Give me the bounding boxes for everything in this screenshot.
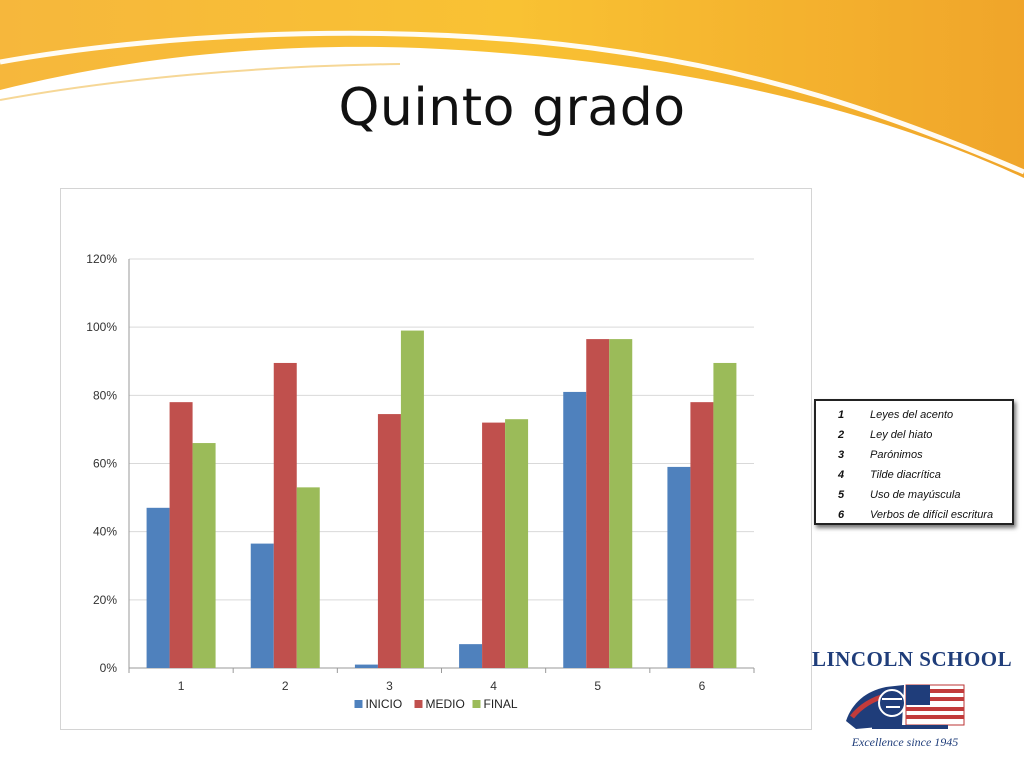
y-tick-label: 0% <box>100 661 118 675</box>
chart-area: 0% 20% 40% 60% 80% 100% 120% 1 2 3 4 5 6 INICIO MEDIO F… <box>60 188 812 730</box>
x-tick-label: 6 <box>699 679 706 693</box>
topic-name: Parónimos <box>870 449 923 461</box>
topic-row: 6 Verbos de difícil escritura <box>838 505 1006 525</box>
x-tick-label: 3 <box>386 679 393 693</box>
topic-number: 3 <box>838 449 845 461</box>
bar-inicio <box>146 507 170 668</box>
legend-label: INICIO <box>366 697 403 711</box>
y-tick-label: 20% <box>93 593 117 607</box>
bar-medio <box>482 422 506 668</box>
bar-inicio <box>563 391 587 668</box>
topic-row: 1 Leyes del acento <box>838 405 1006 425</box>
y-tick-label: 40% <box>93 525 117 539</box>
topic-number: 6 <box>838 509 845 521</box>
bar-inicio <box>250 543 274 668</box>
topic-name: Tilde diacrítica <box>870 469 941 481</box>
bar-chart: 0% 20% 40% 60% 80% 100% 120% 1 2 3 4 5 6 INICIO MEDIO F… <box>86 252 755 711</box>
legend-swatch-final <box>472 700 481 708</box>
topic-row: 3 Parónimos <box>838 445 1006 465</box>
topic-row: 5 Uso de mayúscula <box>838 485 1006 505</box>
logo-tagline: Excellence since 1945 <box>851 735 959 749</box>
x-tick-label: 1 <box>178 679 185 693</box>
y-tick-label: 100% <box>86 320 117 334</box>
bar-medio <box>377 414 401 668</box>
bar-inicio <box>667 466 691 668</box>
bar-final <box>296 487 320 668</box>
topic-number: 1 <box>838 409 845 421</box>
x-tick-label: 4 <box>490 679 497 693</box>
bar-final <box>400 330 424 668</box>
bar-final <box>192 443 216 668</box>
topic-number: 4 <box>838 469 845 481</box>
x-tick-label: 2 <box>282 679 289 693</box>
lincoln-school-logo: LINCOLN SCHOOL Excellence since 1945 <box>812 645 1013 755</box>
header-banner <box>0 0 1024 194</box>
slide-title: Quinto grado <box>338 78 686 138</box>
topic-name: Uso de mayúscula <box>870 489 961 501</box>
topic-name: Ley del hiato <box>870 429 933 441</box>
bar-medio <box>273 362 297 668</box>
bar-inicio <box>354 664 378 668</box>
y-tick-label: 60% <box>93 457 117 471</box>
topic-name: Verbos de difícil escritura <box>870 509 994 521</box>
legend-label: FINAL <box>484 697 518 711</box>
topic-row: 2 Ley del hiato <box>838 425 1006 445</box>
topic-legend-table: 1 Leyes del acento 2 Ley del hiato 3 Parónimo… <box>814 399 1014 525</box>
topic-row: 4 Tilde diacrítica <box>838 465 1006 485</box>
legend-label: MEDIO <box>426 697 465 711</box>
bar-medio <box>690 402 714 668</box>
bar-final <box>713 362 737 668</box>
legend-swatch-medio <box>414 700 423 708</box>
bar-medio <box>169 402 193 668</box>
topic-number: 5 <box>838 489 845 501</box>
bar-final <box>505 419 529 668</box>
topic-name: Leyes del acento <box>870 409 954 421</box>
bar-inicio <box>459 644 483 668</box>
topic-number: 2 <box>838 429 845 441</box>
logo-emblem-icon <box>846 684 965 729</box>
x-tick-label: 5 <box>594 679 601 693</box>
bar-medio <box>586 339 610 668</box>
logo-name: LINCOLN SCHOOL <box>812 647 1013 671</box>
y-tick-label: 120% <box>86 252 117 266</box>
bar-final <box>609 339 633 668</box>
legend-swatch-inicio <box>354 700 363 708</box>
y-tick-label: 80% <box>93 388 117 402</box>
